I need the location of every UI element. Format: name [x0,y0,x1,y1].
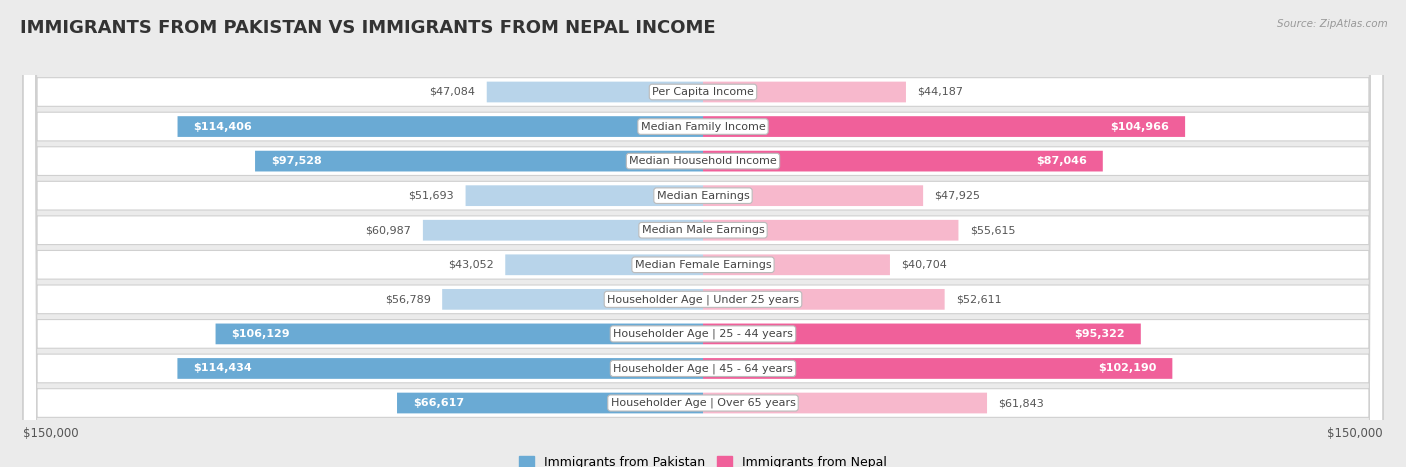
Text: Householder Age | Over 65 years: Householder Age | Over 65 years [610,398,796,408]
FancyBboxPatch shape [703,116,1185,137]
Text: $43,052: $43,052 [449,260,494,270]
Text: Householder Age | Under 25 years: Householder Age | Under 25 years [607,294,799,304]
FancyBboxPatch shape [24,0,1382,467]
Text: $55,615: $55,615 [970,225,1015,235]
FancyBboxPatch shape [24,0,1382,467]
FancyBboxPatch shape [177,116,703,137]
FancyBboxPatch shape [486,82,703,102]
FancyBboxPatch shape [396,393,703,413]
Text: Householder Age | 25 - 44 years: Householder Age | 25 - 44 years [613,329,793,339]
FancyBboxPatch shape [465,185,703,206]
Text: $114,434: $114,434 [194,363,252,374]
Text: $61,843: $61,843 [998,398,1045,408]
FancyBboxPatch shape [254,151,703,171]
FancyBboxPatch shape [703,220,959,241]
Text: IMMIGRANTS FROM PAKISTAN VS IMMIGRANTS FROM NEPAL INCOME: IMMIGRANTS FROM PAKISTAN VS IMMIGRANTS F… [20,19,716,37]
FancyBboxPatch shape [24,0,1382,467]
FancyBboxPatch shape [177,358,703,379]
FancyBboxPatch shape [703,393,987,413]
FancyBboxPatch shape [703,358,1173,379]
Text: $66,617: $66,617 [413,398,464,408]
FancyBboxPatch shape [441,289,703,310]
Text: $60,987: $60,987 [366,225,412,235]
Text: Median Male Earnings: Median Male Earnings [641,225,765,235]
Text: Median Household Income: Median Household Income [628,156,778,166]
FancyBboxPatch shape [505,255,703,275]
FancyBboxPatch shape [24,0,1382,467]
Text: $150,000: $150,000 [24,426,79,439]
Legend: Immigrants from Pakistan, Immigrants from Nepal: Immigrants from Pakistan, Immigrants fro… [519,456,887,467]
Text: $47,084: $47,084 [429,87,475,97]
Text: $150,000: $150,000 [1327,426,1382,439]
FancyBboxPatch shape [24,0,1382,467]
Text: $114,406: $114,406 [194,121,252,132]
Text: Householder Age | 45 - 64 years: Householder Age | 45 - 64 years [613,363,793,374]
Text: Median Earnings: Median Earnings [657,191,749,201]
Text: $104,966: $104,966 [1111,121,1168,132]
FancyBboxPatch shape [703,289,945,310]
Text: $95,322: $95,322 [1074,329,1125,339]
FancyBboxPatch shape [24,0,1382,467]
Text: $56,789: $56,789 [385,294,430,304]
FancyBboxPatch shape [703,324,1140,344]
FancyBboxPatch shape [215,324,703,344]
FancyBboxPatch shape [703,151,1102,171]
Text: Median Female Earnings: Median Female Earnings [634,260,772,270]
Text: $47,925: $47,925 [935,191,980,201]
Text: Median Family Income: Median Family Income [641,121,765,132]
FancyBboxPatch shape [423,220,703,241]
Text: $106,129: $106,129 [232,329,290,339]
FancyBboxPatch shape [24,0,1382,467]
Text: $51,693: $51,693 [409,191,454,201]
FancyBboxPatch shape [703,255,890,275]
FancyBboxPatch shape [24,0,1382,467]
Text: $52,611: $52,611 [956,294,1001,304]
FancyBboxPatch shape [703,185,924,206]
Text: $87,046: $87,046 [1036,156,1087,166]
FancyBboxPatch shape [24,0,1382,467]
Text: Per Capita Income: Per Capita Income [652,87,754,97]
Text: $40,704: $40,704 [901,260,948,270]
FancyBboxPatch shape [24,0,1382,467]
FancyBboxPatch shape [703,82,905,102]
Text: $102,190: $102,190 [1098,363,1156,374]
Text: $44,187: $44,187 [918,87,963,97]
Text: Source: ZipAtlas.com: Source: ZipAtlas.com [1277,19,1388,28]
Text: $97,528: $97,528 [271,156,322,166]
